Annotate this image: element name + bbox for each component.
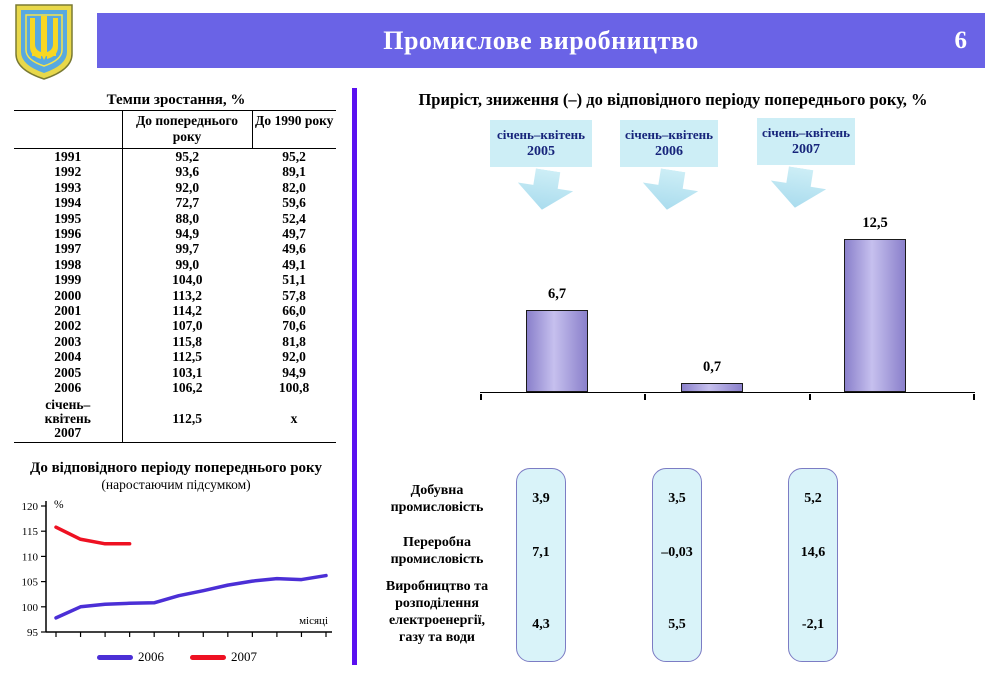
sector-values-2005: 3,9 7,1 4,3 [516,468,566,662]
growth-table-header-row: До попереднього року До 1990 року [14,110,336,149]
table-row: 1995 88,0 52,4 [14,210,336,227]
table-row: 1996 94,9 49,7 [14,226,336,242]
table-row: 2003 115,8 81,8 [14,333,336,350]
header-col-1990: До 1990 року [252,110,336,149]
bar-chart: 6,7 0,7 12,5 [480,213,975,400]
line-chart: 95 100 105 110 115 120% місяці 2006 2007 [10,494,344,665]
period-box-2005: січень–квітень 2005 [490,120,592,167]
period-label: січень–квітень [625,127,713,142]
table-row: 1999 104,0 51,1 [14,272,336,288]
sector-value: 5,2 [804,491,822,506]
table-row: 2006 106,2 100,8 [14,380,336,396]
period-year: 2005 [527,144,555,159]
svg-text:95: 95 [27,627,39,639]
svg-text:100: 100 [22,602,39,614]
sector-value: 3,9 [532,491,550,506]
bar-value-2007: 12,5 [862,215,888,231]
sector-value: 4,3 [532,617,550,632]
line-chart-plot: 95 100 105 110 115 120 % місяці [22,499,332,639]
sector-value: 5,5 [668,617,686,632]
sector-value: –0,03 [661,545,693,560]
period-year: 2006 [655,144,683,159]
bar-chart-title: Приріст, зниження (–) до відповідного пе… [418,90,928,109]
bar-value-2006: 0,7 [702,359,722,375]
header-empty-cell [14,110,123,149]
ukraine-coat-of-arms-icon [15,4,73,80]
page-number: 6 [954,26,968,54]
svg-text:%: % [54,499,64,511]
table-row: 1991 95,2 95,2 [14,148,336,165]
table-row: 1992 93,6 89,1 [14,164,336,180]
sector-table: Добувна промисловість Переробна промисло… [357,462,985,674]
legend-item-2006: 2006 [97,649,164,665]
table-row: січень– квітень 2007 112,5 х [14,395,336,443]
legend-swatch-2007 [190,654,226,660]
sector-label-energy: Виробництво та розподілення електроенерг… [385,579,489,645]
sector-values-2006: 3,5 –0,03 5,5 [652,468,702,662]
legend-swatch-2006 [97,654,133,660]
axis-tick [644,394,646,400]
sector-value: 7,1 [532,545,550,560]
svg-text:110: 110 [22,551,39,563]
table-row: 2001 114,2 66,0 [14,303,336,319]
sector-values-2007: 5,2 14,6 -2,1 [788,468,838,662]
table-row: 1997 99,7 49,6 [14,241,336,257]
period-year: 2007 [792,142,820,157]
period-box-2007: січень–квітень 2007 [757,118,855,165]
axis-tick [480,394,482,400]
table-row: 1998 99,0 49,1 [14,256,336,273]
down-arrow-icon [767,164,829,212]
legend-label-2007: 2007 [231,649,257,664]
bar-rect [844,239,906,392]
svg-text:105: 105 [22,577,39,589]
svg-text:120: 120 [22,501,39,513]
header-col-prev-year: До попереднього року [122,110,253,149]
table-row: 1993 92,0 82,0 [14,179,336,196]
line-chart-title: До відповідного періоду попереднього рок… [30,460,322,476]
period-label: січень–квітень [762,125,850,140]
sector-label-mining: Добувна промисловість [390,483,484,515]
sector-value: -2,1 [801,617,825,632]
bar-chart-axis [480,392,975,393]
table-row: 2005 103,1 94,9 [14,364,336,381]
period-label: січень–квітень [497,127,585,142]
table-row: 2000 113,2 57,8 [14,287,336,304]
table-row: 2002 107,0 70,6 [14,318,336,334]
page-title: Промислове виробництво [383,25,699,55]
sector-value: 14,6 [800,545,826,560]
right-panel: Приріст, зниження (–) до відповідного пе… [357,88,987,678]
table-row: 1994 72,7 59,6 [14,195,336,211]
svg-text:115: 115 [22,526,39,538]
sector-value: 3,5 [668,491,686,506]
growth-table: До попереднього року До 1990 року 1991 95… [14,110,336,443]
down-arrow-icon [639,166,701,214]
line-chart-legend: 2006 2007 [10,649,344,665]
bar-rect [681,383,743,392]
legend-label-2006: 2006 [138,649,164,664]
down-arrow-icon [514,166,576,214]
bar-value-2005: 6,7 [547,286,567,302]
period-box-2006: січень–квітень 2006 [620,120,718,167]
axis-tick [973,394,975,400]
table-row: 2004 112,5 92,0 [14,349,336,365]
header-bar: Промислове виробництво 6 [97,13,985,68]
left-panel: Темпи зростання, % До попереднього року … [0,88,352,678]
svg-text:місяці: місяці [299,615,328,627]
axis-tick [809,394,811,400]
legend-item-2007: 2007 [190,649,257,665]
bar-rect [526,310,588,392]
line-chart-subtitle: (наростаючим підсумком) [101,477,251,492]
sector-label-manufacturing: Переробна промисловість [390,535,484,567]
growth-table-title: Темпи зростання, % [106,92,246,108]
vertical-divider [352,88,357,665]
